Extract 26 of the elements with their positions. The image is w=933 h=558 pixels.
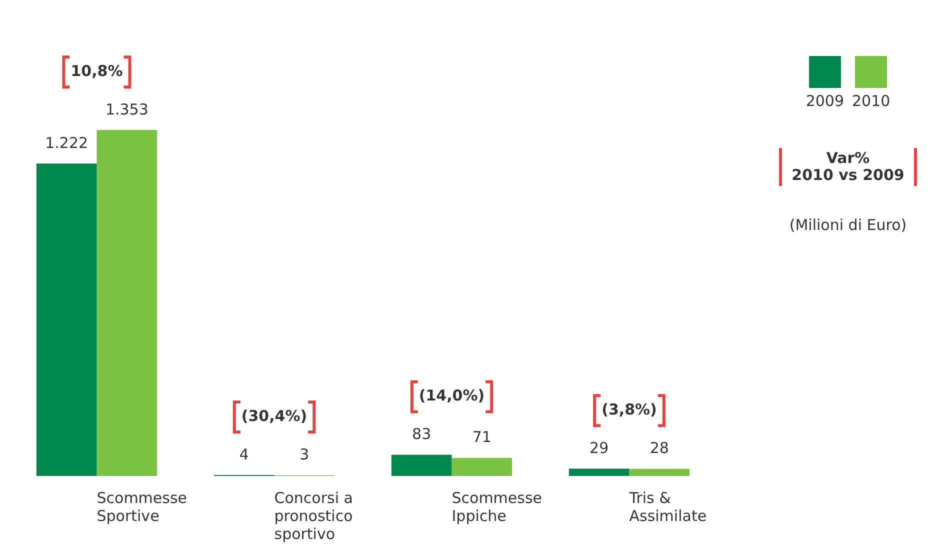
data-label: 1.353	[105, 100, 148, 118]
data-label: 1.222	[45, 134, 88, 152]
data-label: 28	[650, 439, 669, 458]
data-label: 29	[590, 438, 609, 457]
annotation: (30,4%)	[241, 406, 308, 425]
bar	[452, 458, 512, 476]
legend-label: 2010	[852, 92, 890, 110]
x-tick-label: Scommesse Sportive	[96, 488, 188, 525]
x-tick-label: Concorsi a pronostico sportivo	[274, 488, 353, 543]
bar	[629, 468, 690, 476]
text: (Milioni di Euro)	[789, 216, 907, 234]
bar	[568, 468, 630, 476]
legend-label: 2009	[806, 92, 844, 110]
data-label: 3	[300, 446, 310, 464]
data-label: 71	[472, 428, 492, 446]
bar	[36, 164, 97, 476]
annotation: (3,8%)	[602, 400, 657, 418]
data-label: 4	[239, 445, 249, 464]
text: Var% 2010 vs 2009	[778, 148, 918, 186]
annotation: (14,0%)	[418, 386, 485, 405]
data-label: 83	[412, 425, 432, 444]
x-tick-label: Scommesse Ippiche	[452, 488, 542, 525]
text: 10,8%	[70, 62, 123, 80]
x-tick-label: Tris & Assimilate	[628, 488, 707, 525]
bar	[391, 454, 452, 476]
bar	[96, 130, 158, 476]
